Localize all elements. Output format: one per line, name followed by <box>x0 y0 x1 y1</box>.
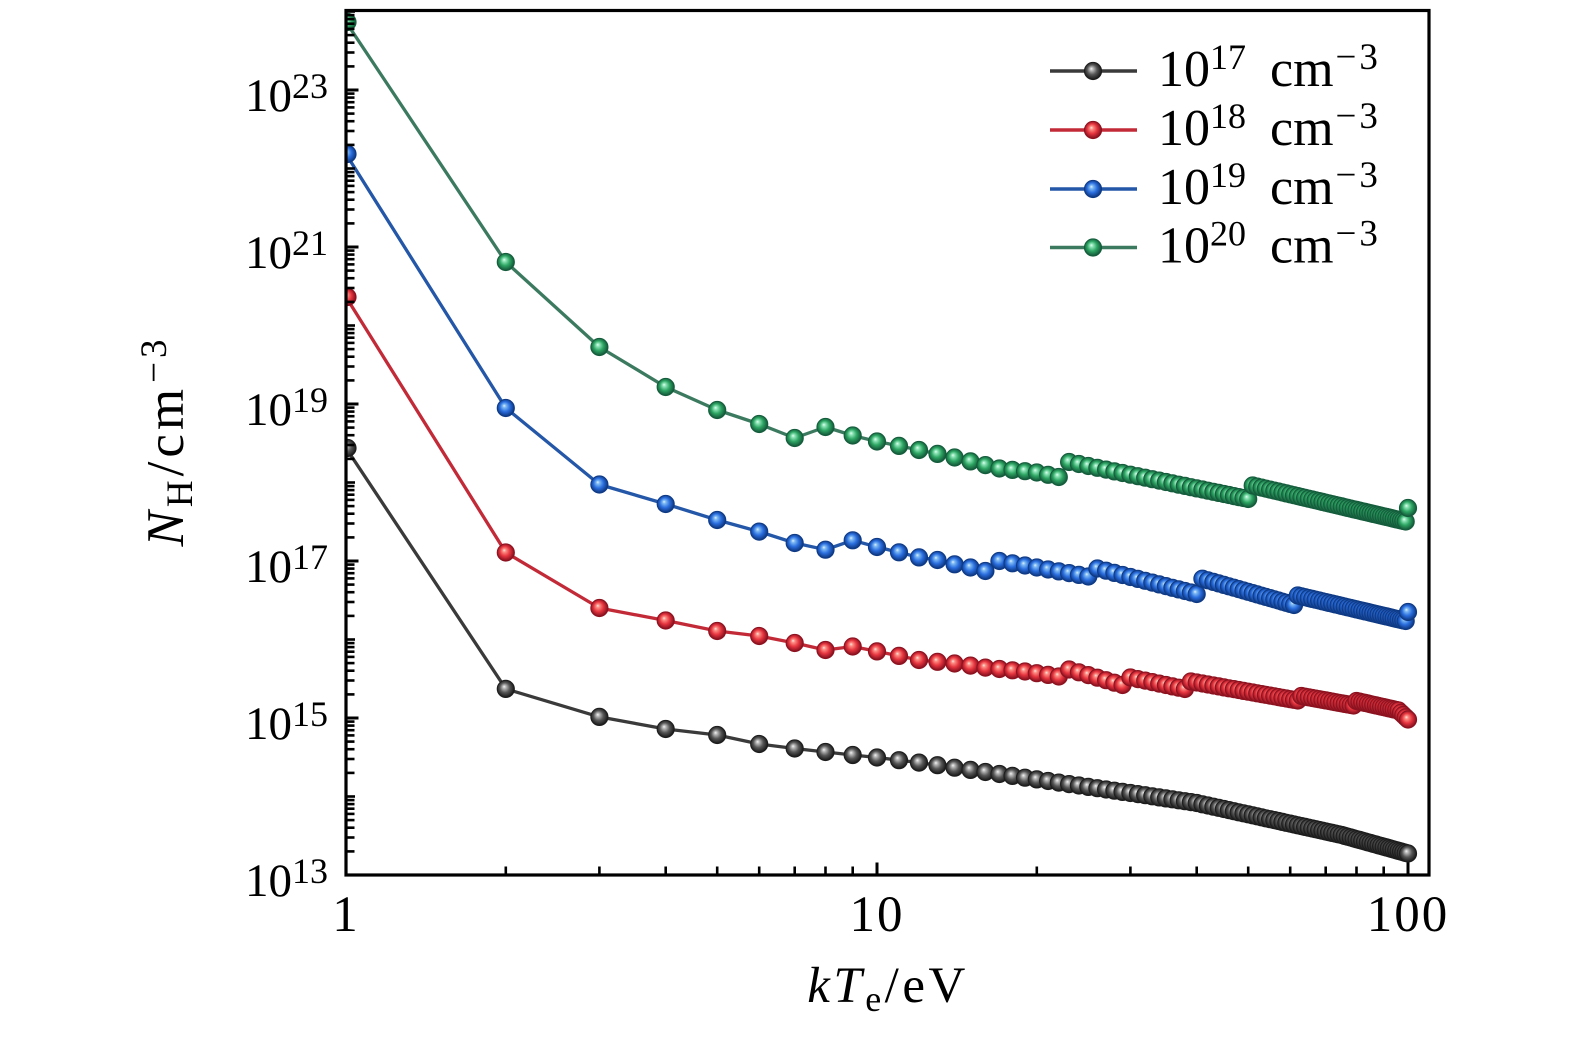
svg-text:NH/cm−3: NH/cm−3 <box>134 336 201 548</box>
svg-text:100: 100 <box>1367 887 1450 943</box>
svg-text:10: 10 <box>850 887 905 943</box>
svg-text:1: 1 <box>332 887 360 943</box>
svg-text:kTe/eV: kTe/eV <box>807 958 969 1019</box>
svg-text:1017: 1017 <box>245 537 328 593</box>
